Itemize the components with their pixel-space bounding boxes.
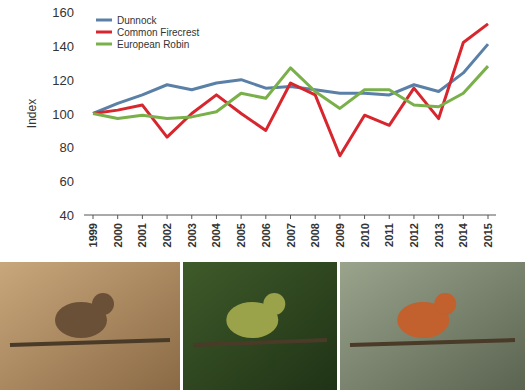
x-tick-label: 2000: [112, 223, 124, 247]
legend-label: Dunnock: [117, 15, 157, 26]
legend-swatch: [96, 19, 112, 22]
y-tick-label: 140: [52, 39, 74, 54]
photo-bird: [92, 293, 114, 315]
photo: [0, 262, 180, 390]
y-tick: [80, 79, 84, 80]
x-tick: [315, 215, 316, 219]
y-tick: [80, 113, 84, 114]
x-tick: [290, 215, 291, 219]
series-line: [93, 24, 488, 156]
x-tick-label: 2014: [457, 222, 469, 247]
photo-background: [183, 262, 337, 390]
x-tick: [488, 215, 489, 219]
x-tick-label: 2006: [260, 223, 272, 247]
x-tick: [463, 215, 464, 219]
photo-background: [0, 262, 180, 390]
x-tick-label: 2005: [235, 223, 247, 247]
chart: 40 60 80 100 120 140 160 Index 1999 2000 2001 2002 2…: [0, 0, 525, 390]
chart-root: 40 60 80 100 120 140 160 Index 1999 2000 2001 2002 2…: [0, 0, 525, 390]
y-tick-label: 60: [60, 174, 74, 189]
series-line: [93, 44, 488, 113]
x-tick-label: 2009: [334, 223, 346, 247]
series-group: [93, 24, 488, 156]
photo-branch: [193, 340, 327, 345]
x-tick-label: 1999: [87, 223, 99, 247]
x-tick-label: 2015: [482, 223, 494, 247]
y-tick: [80, 181, 84, 182]
x-tick-label: 2004: [210, 222, 222, 247]
y-axis-label: Index: [25, 99, 39, 128]
photo-background: [340, 262, 525, 390]
x-tick: [438, 215, 439, 219]
x-tick: [389, 215, 390, 219]
x-tick-label: 2007: [285, 223, 297, 247]
photo-bird: [263, 293, 285, 315]
x-tick: [339, 215, 340, 219]
photo-bird: [434, 293, 456, 315]
legend-label: Common Firecrest: [117, 27, 199, 38]
x-tick: [117, 215, 118, 219]
x-tick: [93, 215, 94, 219]
x-tick-label: 2002: [161, 223, 173, 247]
x-tick-label: 2008: [309, 223, 321, 247]
y-tick-label: 80: [60, 140, 74, 155]
legend-swatch: [96, 31, 112, 34]
photo: [183, 262, 337, 390]
y-tick-label: 160: [52, 5, 74, 20]
x-tick-label: 2010: [359, 223, 371, 247]
y-tick-label: 120: [52, 73, 74, 88]
x-tick: [413, 215, 414, 219]
photo-branch: [350, 340, 515, 345]
x-tick-label: 2001: [136, 223, 148, 247]
x-tick: [216, 215, 217, 219]
y-tick: [80, 147, 84, 148]
x-tick-label: 2012: [408, 223, 420, 247]
series-line: [93, 66, 488, 118]
y-tick: [80, 45, 84, 46]
y-tick-label: 100: [52, 107, 74, 122]
x-tick: [241, 215, 242, 219]
photo-branch: [10, 340, 170, 345]
photo: [340, 262, 525, 390]
legend-label: European Robin: [117, 39, 189, 50]
y-tick: [80, 215, 84, 216]
x-tick: [167, 215, 168, 219]
y-tick-label: 40: [60, 208, 74, 223]
x-tick: [364, 215, 365, 219]
legend-swatch: [96, 43, 112, 46]
x-tick-label: 2013: [433, 223, 445, 247]
x-tick: [191, 215, 192, 219]
x-tick-label: 2011: [383, 223, 395, 247]
x-tick: [142, 215, 143, 219]
y-tick: [80, 12, 84, 13]
x-tick-label: 2003: [186, 223, 198, 247]
x-tick: [265, 215, 266, 219]
